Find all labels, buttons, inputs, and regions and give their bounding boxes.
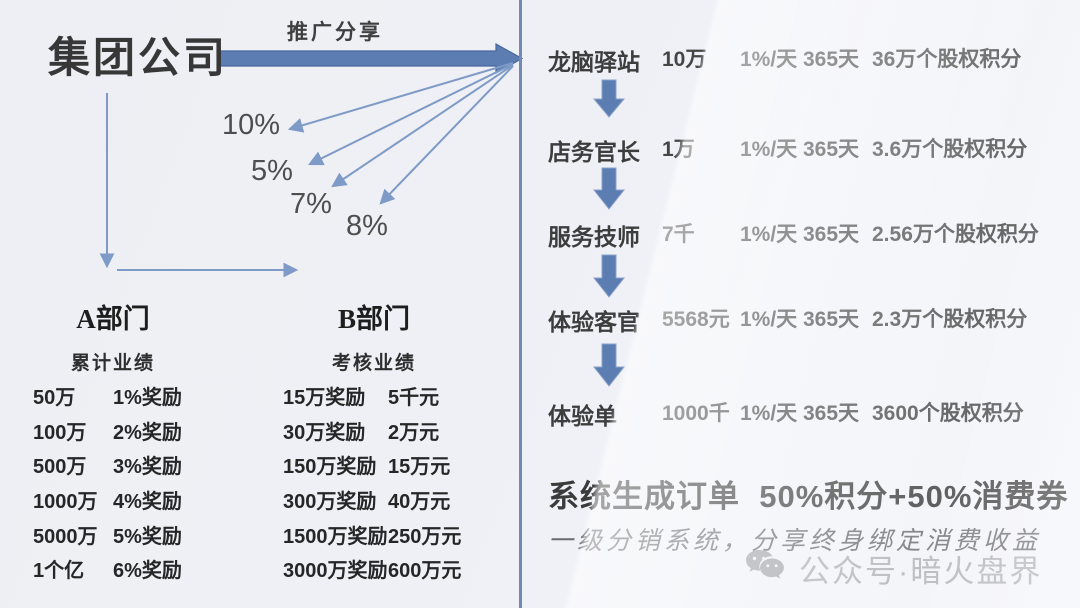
dept-b-target: 1500万奖励 bbox=[283, 526, 388, 548]
promo-arrow bbox=[217, 42, 524, 75]
fan-arrow-10pct bbox=[287, 62, 514, 133]
level-name: 店务官长 bbox=[548, 139, 640, 165]
dept-b-target: 300万奖励 bbox=[283, 491, 377, 513]
level-row-2: 店务官长 1万 1%/天 365天 3.6万个股权积分 bbox=[548, 133, 1076, 165]
table-row: 300万奖励 40万元 bbox=[283, 485, 513, 513]
table-row: 1000万 4%奖励 bbox=[33, 485, 253, 513]
level-points: 2.56万个股权积分 bbox=[872, 223, 1039, 246]
table-row: 3000万奖励 600万元 bbox=[283, 554, 513, 582]
percent-label-5: 5% bbox=[251, 155, 293, 187]
level-points: 36万个股权积分 bbox=[872, 48, 1022, 71]
table-row: 50万 1%奖励 bbox=[33, 381, 253, 409]
table-row: 100万 2%奖励 bbox=[33, 416, 253, 444]
level-rate: 1%/天 bbox=[740, 48, 798, 71]
level-amount: 5568元 bbox=[662, 308, 730, 331]
level-points: 2.3万个股权积分 bbox=[872, 308, 1028, 331]
dept-b-target: 30万奖励 bbox=[283, 422, 366, 444]
dept-a-subtitle: 累计业绩 bbox=[70, 353, 155, 374]
dept-a-amount: 100万 bbox=[33, 422, 87, 444]
dept-a-amount: 1000万 bbox=[33, 491, 98, 513]
flow-down-arrow-4 bbox=[592, 343, 626, 387]
dept-b-target: 150万奖励 bbox=[283, 456, 377, 478]
level-name: 服务技师 bbox=[548, 224, 640, 250]
dept-b-target: 15万奖励 bbox=[283, 387, 366, 409]
level-row-5: 体验单 1000千 1%/天 365天 3600个股权积分 bbox=[548, 397, 1076, 429]
dept-b-bonus: 2万元 bbox=[388, 422, 440, 444]
table-row: 1个亿 6%奖励 bbox=[33, 554, 253, 582]
dept-a-reward: 2%奖励 bbox=[113, 422, 182, 444]
fan-arrow-7pct bbox=[331, 64, 514, 188]
fan-arrow-8pct bbox=[379, 65, 514, 205]
table-row: 30万奖励 2万元 bbox=[283, 416, 513, 444]
level-days: 365天 bbox=[803, 308, 860, 331]
dept-b-header: B部门 考核业绩 bbox=[283, 297, 465, 375]
dept-a-reward: 1%奖励 bbox=[113, 387, 182, 409]
level-name: 体验单 bbox=[548, 403, 617, 429]
percent-label-8: 8% bbox=[346, 210, 388, 242]
dept-b-title: B部门 bbox=[337, 304, 410, 334]
table-row: 15万奖励 5千元 bbox=[283, 381, 513, 409]
dept-a-amount: 500万 bbox=[33, 456, 87, 478]
level-row-3: 服务技师 7千 1%/天 365天 2.56万个股权积分 bbox=[548, 218, 1076, 250]
level-amount: 7千 bbox=[662, 223, 695, 246]
level-row-1: 龙脑驿站 10万 1%/天 365天 36万个股权积分 bbox=[548, 43, 1076, 75]
divider-line bbox=[519, 0, 522, 608]
table-row: 150万奖励 15万元 bbox=[283, 450, 513, 478]
level-amount: 1万 bbox=[662, 138, 695, 161]
dept-b-subtitle: 考核业绩 bbox=[331, 353, 416, 374]
dept-a-amount: 1个亿 bbox=[33, 560, 85, 582]
level-days: 365天 bbox=[803, 138, 860, 161]
level-rate: 1%/天 bbox=[740, 138, 798, 161]
dept-b-bonus: 40万元 bbox=[388, 491, 451, 513]
dept-b-bonus: 250万元 bbox=[388, 526, 462, 548]
table-row: 500万 3%奖励 bbox=[33, 450, 253, 478]
level-row-4: 体验客官 5568元 1%/天 365天 2.3万个股权积分 bbox=[548, 303, 1076, 335]
flow-down-arrow-1 bbox=[592, 79, 626, 118]
watermark: 公众号·暗火盘界 bbox=[745, 546, 1042, 591]
dept-b-bonus: 5千元 bbox=[388, 387, 440, 409]
watermark-text: 公众号·暗火盘界 bbox=[799, 554, 1043, 589]
percent-label-7: 7% bbox=[290, 188, 332, 220]
wechat-icon bbox=[746, 549, 784, 579]
table-row: 1500万奖励 250万元 bbox=[283, 520, 513, 548]
level-days: 365天 bbox=[803, 48, 860, 71]
level-amount: 1000千 bbox=[662, 402, 730, 425]
percent-label-10: 10% bbox=[222, 109, 281, 141]
company-title: 集团公司 bbox=[48, 34, 229, 81]
table-row: 5000万 5%奖励 bbox=[33, 520, 253, 548]
fan-arrow-5pct bbox=[307, 63, 514, 166]
dept-a-title: A部门 bbox=[76, 304, 150, 334]
dept-b-target: 3000万奖励 bbox=[283, 560, 388, 582]
level-rate: 1%/天 bbox=[740, 402, 798, 425]
promo-arrow-label: 推广分享 bbox=[287, 21, 383, 44]
dept-a-reward: 5%奖励 bbox=[113, 526, 182, 548]
level-name: 龙脑驿站 bbox=[548, 49, 640, 75]
dept-a-reward: 6%奖励 bbox=[113, 560, 182, 582]
dept-b-bonus: 600万元 bbox=[388, 560, 462, 582]
flow-down-arrow-3 bbox=[592, 254, 626, 298]
order-summary-line: 系统生成订单 50%积分+50%消费券 bbox=[548, 479, 1069, 514]
distribution-footnote: 一级分销系统，分享终身绑定消费收益 bbox=[548, 528, 1042, 555]
level-rate: 1%/天 bbox=[740, 308, 798, 331]
flow-down-arrow-2 bbox=[592, 167, 626, 210]
dept-a-reward: 3%奖励 bbox=[113, 456, 182, 478]
level-rate: 1%/天 bbox=[740, 223, 798, 246]
dept-a-header: A部门 累计业绩 bbox=[33, 297, 193, 375]
level-name: 体验客官 bbox=[548, 309, 640, 335]
dept-a-amount: 5000万 bbox=[33, 526, 98, 548]
level-amount: 10万 bbox=[662, 48, 707, 71]
level-days: 365天 bbox=[803, 223, 860, 246]
level-points: 3600个股权积分 bbox=[872, 402, 1024, 425]
dept-a-reward: 4%奖励 bbox=[113, 491, 182, 513]
dept-b-bonus: 15万元 bbox=[388, 456, 451, 478]
level-points: 3.6万个股权积分 bbox=[872, 138, 1028, 161]
level-days: 365天 bbox=[803, 402, 860, 425]
dept-a-amount: 50万 bbox=[33, 387, 76, 409]
